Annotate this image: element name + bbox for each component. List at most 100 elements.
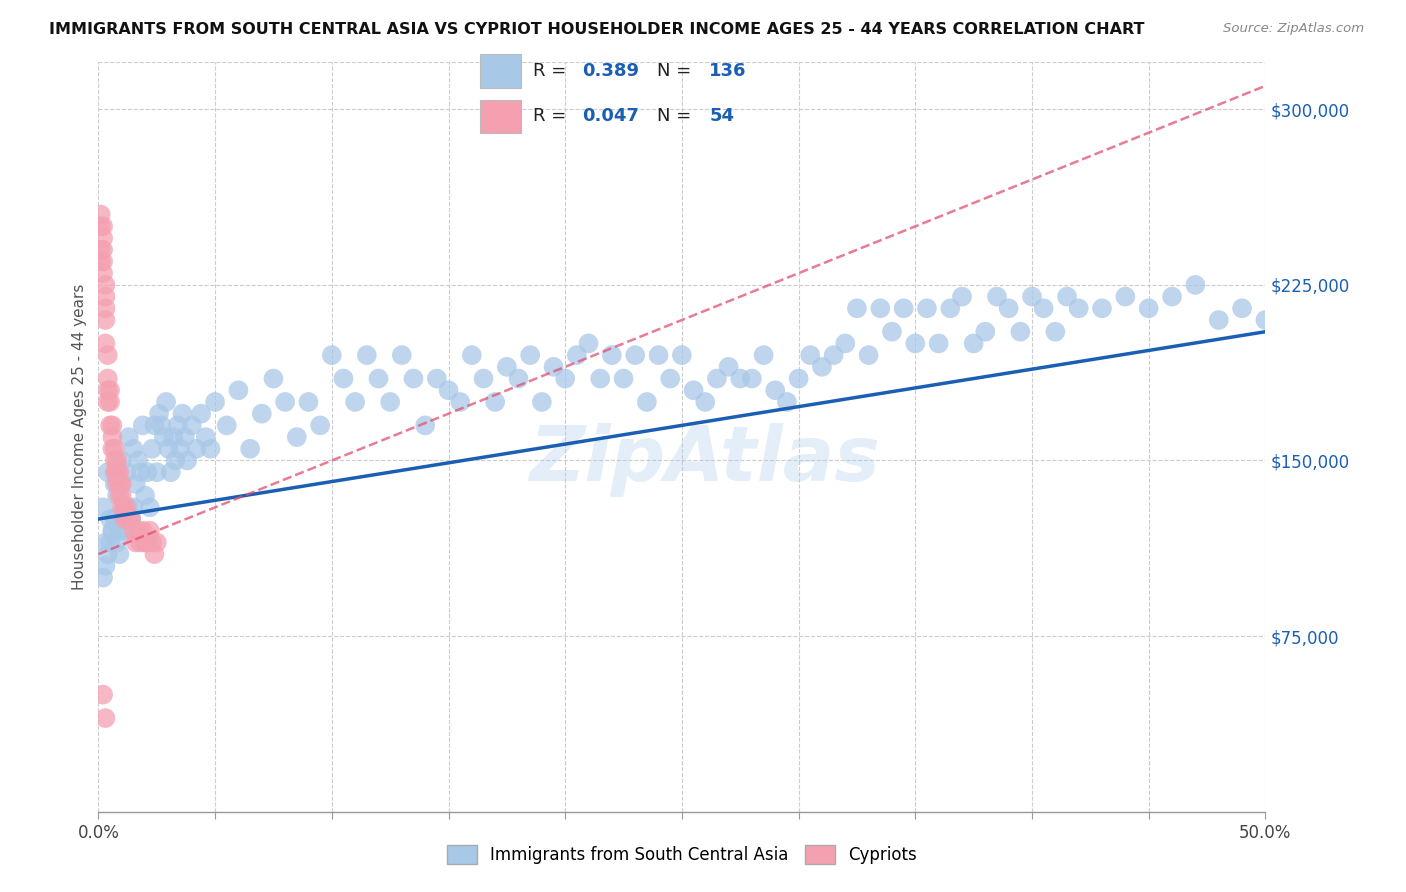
Point bbox=[97, 371, 120, 385]
Point bbox=[613, 371, 636, 385]
Text: IMMIGRANTS FROM SOUTH CENTRAL ASIA VS CYPRIOT HOUSEHOLDER INCOME AGES 25 - 44 YE: IMMIGRANTS FROM SOUTH CENTRAL ASIA VS CY… bbox=[49, 22, 1144, 37]
Point bbox=[180, 418, 202, 433]
Point bbox=[706, 371, 728, 385]
Point bbox=[162, 430, 184, 444]
Point bbox=[115, 500, 138, 515]
Point bbox=[143, 418, 166, 433]
Point bbox=[91, 688, 114, 702]
Point bbox=[112, 500, 135, 515]
Point bbox=[578, 336, 600, 351]
Point bbox=[449, 395, 471, 409]
Point bbox=[94, 535, 117, 549]
Point bbox=[787, 371, 810, 385]
Point bbox=[1254, 313, 1277, 327]
Point bbox=[94, 313, 117, 327]
Point bbox=[111, 476, 134, 491]
Point bbox=[519, 348, 541, 362]
Point bbox=[204, 395, 226, 409]
Point bbox=[112, 500, 135, 515]
Point bbox=[904, 336, 927, 351]
Point bbox=[880, 325, 903, 339]
Point bbox=[122, 524, 145, 538]
Point bbox=[94, 289, 117, 303]
Point bbox=[139, 500, 162, 515]
Point bbox=[91, 500, 114, 515]
Point bbox=[172, 407, 194, 421]
Point bbox=[1056, 289, 1078, 303]
Point bbox=[496, 359, 519, 374]
Point bbox=[108, 476, 131, 491]
Point bbox=[1114, 289, 1136, 303]
Point bbox=[91, 254, 114, 268]
Point bbox=[104, 465, 127, 479]
Point bbox=[166, 418, 188, 433]
Point bbox=[950, 289, 973, 303]
Point bbox=[356, 348, 378, 362]
Point bbox=[101, 524, 124, 538]
Point bbox=[176, 453, 198, 467]
Point bbox=[132, 524, 155, 538]
Point bbox=[530, 395, 553, 409]
Point bbox=[391, 348, 413, 362]
Point bbox=[274, 395, 297, 409]
Point bbox=[115, 465, 138, 479]
Point bbox=[101, 418, 124, 433]
Point bbox=[143, 547, 166, 561]
Point bbox=[129, 465, 152, 479]
Point bbox=[120, 512, 142, 526]
Point bbox=[159, 465, 181, 479]
Point bbox=[344, 395, 367, 409]
Point bbox=[91, 243, 114, 257]
Point bbox=[101, 430, 124, 444]
Point bbox=[105, 489, 128, 503]
Point bbox=[111, 453, 134, 467]
Point bbox=[647, 348, 669, 362]
Point bbox=[91, 219, 114, 234]
Point bbox=[928, 336, 950, 351]
Point bbox=[1161, 289, 1184, 303]
Point bbox=[118, 512, 141, 526]
Point bbox=[752, 348, 775, 362]
Point bbox=[97, 348, 120, 362]
Point bbox=[1184, 277, 1206, 292]
Point bbox=[148, 407, 170, 421]
Text: N =: N = bbox=[657, 62, 696, 80]
Point bbox=[94, 277, 117, 292]
Point bbox=[111, 512, 134, 526]
Point bbox=[146, 535, 169, 549]
Legend: Immigrants from South Central Asia, Cypriots: Immigrants from South Central Asia, Cypr… bbox=[440, 838, 924, 871]
Point bbox=[115, 512, 138, 526]
Point bbox=[157, 442, 180, 456]
Point bbox=[90, 254, 112, 268]
Point bbox=[94, 301, 117, 316]
Point bbox=[250, 407, 273, 421]
Point bbox=[104, 476, 127, 491]
Point bbox=[97, 395, 120, 409]
Point bbox=[741, 371, 763, 385]
Point bbox=[169, 442, 191, 456]
Point bbox=[134, 535, 156, 549]
Point bbox=[600, 348, 623, 362]
Point bbox=[105, 465, 128, 479]
Point bbox=[695, 395, 717, 409]
Point bbox=[125, 535, 148, 549]
Point bbox=[190, 407, 212, 421]
Point bbox=[127, 453, 149, 467]
Point bbox=[90, 243, 112, 257]
Point bbox=[332, 371, 354, 385]
Point bbox=[186, 442, 208, 456]
Point bbox=[90, 208, 112, 222]
Point bbox=[91, 266, 114, 280]
Point bbox=[94, 558, 117, 573]
Text: 0.047: 0.047 bbox=[582, 107, 640, 125]
Point bbox=[111, 500, 134, 515]
Point bbox=[108, 465, 131, 479]
Point bbox=[285, 430, 308, 444]
Point bbox=[1010, 325, 1032, 339]
Point bbox=[90, 219, 112, 234]
Point bbox=[120, 512, 142, 526]
Point bbox=[682, 384, 704, 398]
Text: 54: 54 bbox=[709, 107, 734, 125]
Point bbox=[146, 465, 169, 479]
Point bbox=[893, 301, 915, 316]
